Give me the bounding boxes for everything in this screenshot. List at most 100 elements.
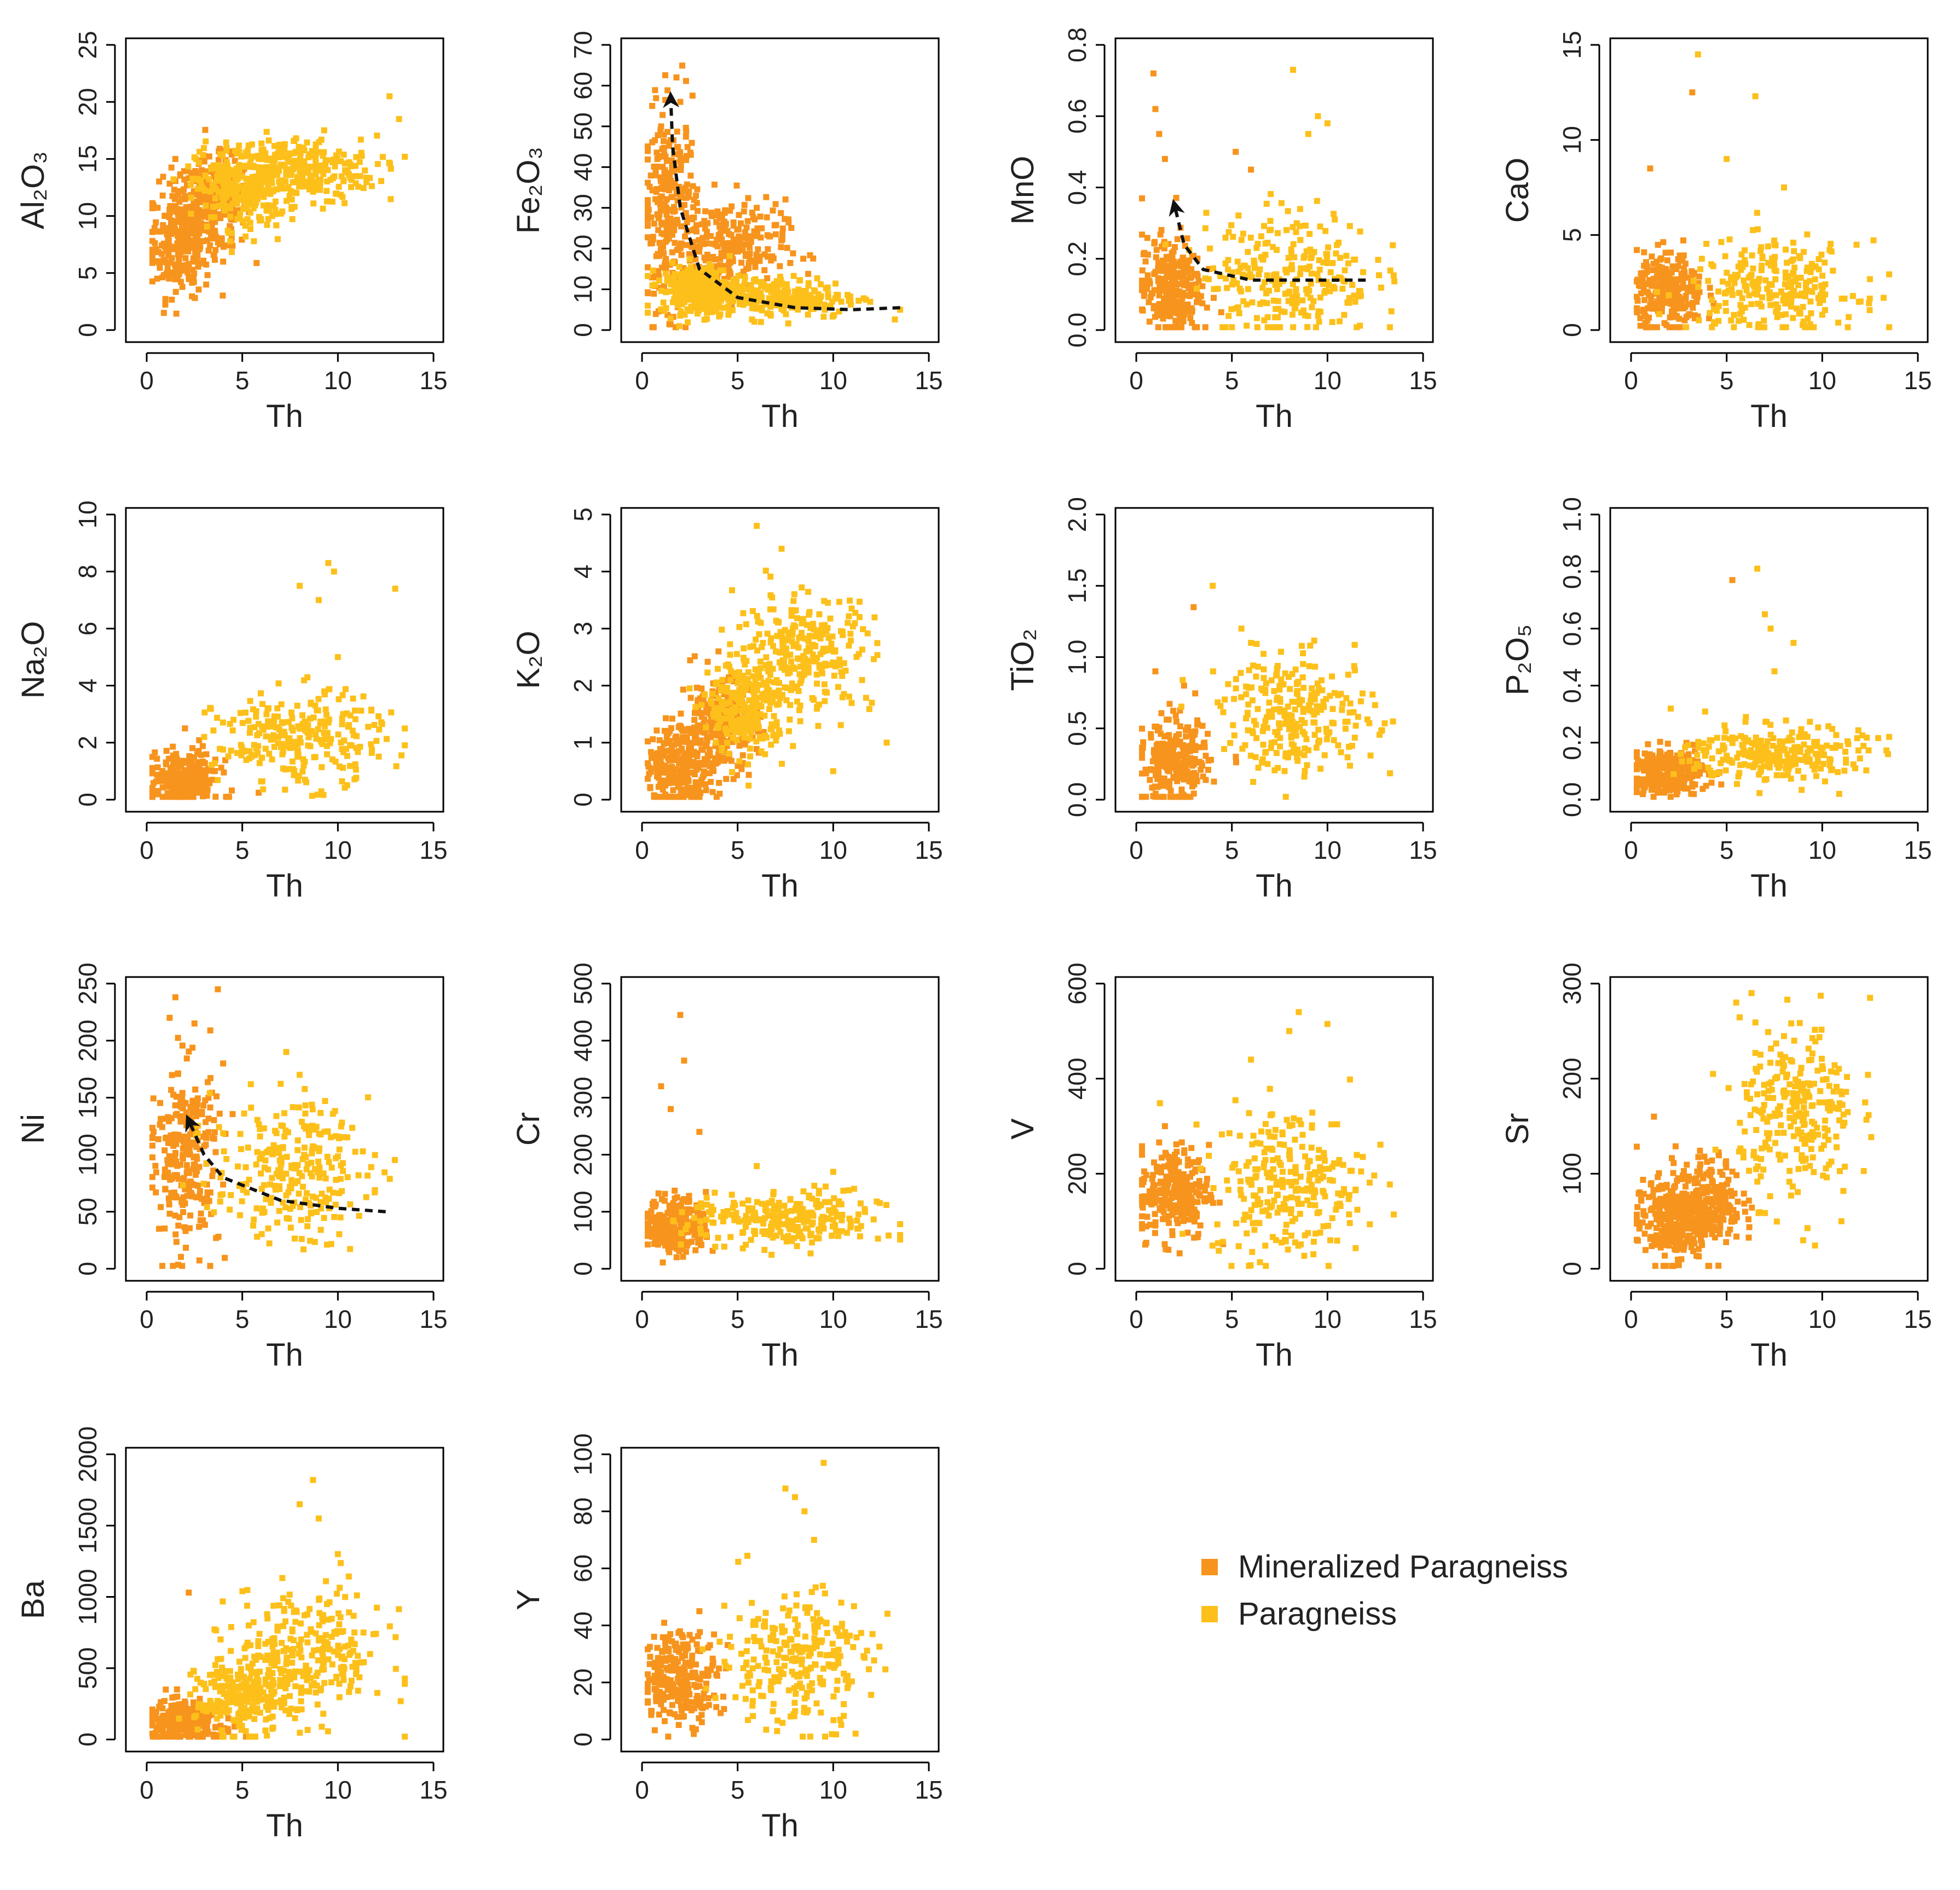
data-point [782, 637, 789, 644]
data-point [683, 772, 689, 778]
data-point [778, 664, 785, 671]
data-point [779, 644, 786, 650]
data-point [1634, 293, 1640, 300]
data-point [713, 270, 719, 276]
data-point [189, 267, 196, 273]
data-point [708, 305, 715, 311]
data-point [336, 183, 342, 190]
data-point [750, 699, 756, 706]
data-point [737, 299, 743, 306]
x-axis-title: Th [761, 868, 799, 904]
data-point [1670, 287, 1676, 293]
data-point [738, 220, 744, 227]
data-point [790, 642, 797, 649]
data-point [1225, 266, 1231, 273]
data-point [1659, 298, 1666, 304]
data-point [1202, 225, 1209, 232]
data-point [237, 710, 244, 716]
data-point [315, 696, 322, 702]
data-point [650, 736, 656, 743]
data-point [168, 164, 175, 171]
data-point [783, 652, 790, 659]
data-point [313, 155, 319, 162]
data-point [697, 740, 703, 747]
data-point [164, 783, 170, 790]
data-point [784, 685, 791, 691]
data-point [248, 155, 255, 161]
data-point [687, 657, 693, 663]
data-point [288, 709, 294, 716]
data-point [1173, 303, 1180, 309]
data-point [660, 299, 667, 306]
y-tick-label: 20 [569, 235, 597, 263]
data-point [1808, 310, 1814, 316]
data-point [1660, 239, 1667, 245]
data-point [686, 742, 692, 749]
data-point [261, 166, 267, 172]
data-point [764, 685, 770, 691]
x-tick-label: 10 [324, 366, 352, 395]
data-point [305, 734, 312, 741]
data-point [266, 155, 273, 162]
data-point [714, 208, 721, 215]
data-point [1259, 299, 1266, 306]
data-point [655, 765, 662, 772]
data-point [393, 763, 400, 770]
data-point [228, 226, 234, 232]
data-point [1758, 267, 1765, 273]
x-tick-label: 0 [140, 836, 154, 864]
data-point [293, 135, 299, 142]
data-point [658, 306, 664, 313]
data-point [358, 707, 365, 714]
data-point [209, 761, 215, 768]
data-point [738, 766, 745, 772]
data-point [777, 695, 783, 701]
y-axis-title: MnO [1005, 156, 1040, 225]
data-point [717, 256, 724, 262]
data-point [1759, 262, 1765, 269]
data-point [778, 237, 785, 244]
data-point [178, 770, 184, 777]
data-point [212, 247, 219, 253]
data-point [161, 272, 167, 278]
data-point [1809, 288, 1816, 295]
data-point [179, 241, 186, 247]
y-tick-label: 5 [569, 507, 597, 522]
data-point [274, 151, 281, 157]
data-point [673, 754, 680, 760]
outlier-point [1781, 184, 1787, 190]
data-point [663, 256, 669, 262]
data-point [774, 702, 780, 708]
data-point [645, 143, 651, 149]
data-point [1195, 278, 1202, 284]
data-point [1229, 269, 1236, 275]
data-point [1233, 305, 1239, 311]
points-fe2o3 [645, 62, 904, 331]
data-point [167, 203, 174, 209]
outlier-point [1752, 93, 1759, 100]
data-point [1297, 236, 1304, 243]
data-point [698, 267, 704, 274]
data-point [728, 738, 735, 744]
data-point [176, 762, 182, 769]
data-point [1291, 305, 1298, 312]
data-point [649, 103, 656, 109]
data-point [660, 250, 667, 257]
data-point [199, 194, 206, 201]
data-point [852, 620, 858, 627]
data-point [1324, 257, 1330, 263]
data-point [318, 788, 325, 795]
data-point [1750, 282, 1757, 288]
data-point [1283, 227, 1290, 233]
data-point [1309, 304, 1315, 310]
data-point [1252, 265, 1258, 271]
data-point [1656, 294, 1663, 301]
data-point [1709, 297, 1715, 303]
data-point [1658, 275, 1664, 281]
data-point [1797, 292, 1803, 299]
data-point [1709, 324, 1715, 331]
data-point [149, 251, 155, 257]
data-point [1819, 273, 1826, 279]
data-point [190, 755, 196, 761]
